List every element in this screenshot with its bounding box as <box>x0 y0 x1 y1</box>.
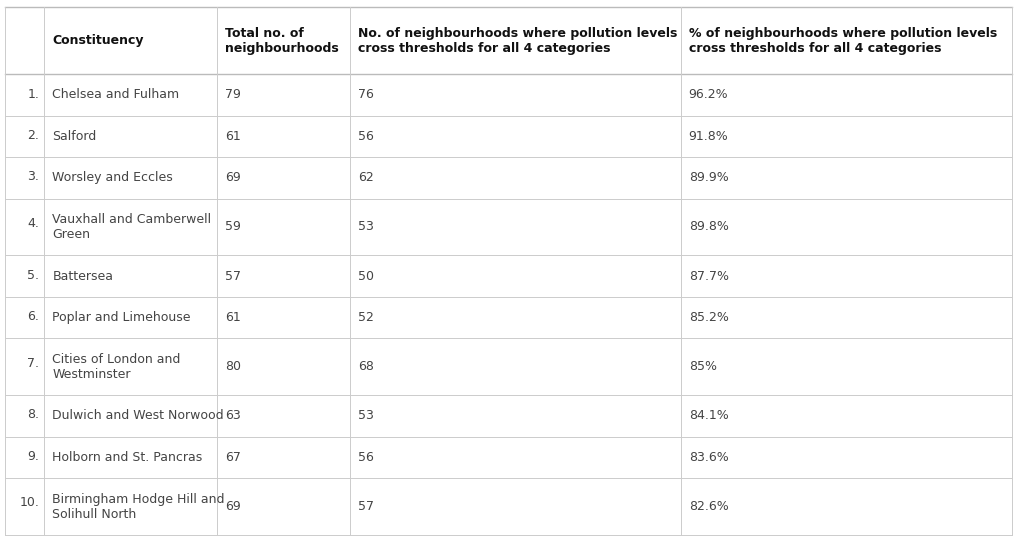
Text: 87.7%: 87.7% <box>688 269 728 283</box>
Text: 82.6%: 82.6% <box>688 500 728 513</box>
Text: % of neighbourhoods where pollution levels
cross thresholds for all 4 categories: % of neighbourhoods where pollution leve… <box>688 27 996 55</box>
Text: 57: 57 <box>358 500 374 513</box>
Text: 61: 61 <box>225 311 240 324</box>
Text: 69: 69 <box>225 171 240 184</box>
Text: 2.: 2. <box>28 129 40 142</box>
Text: 79: 79 <box>225 89 242 102</box>
Text: 3.: 3. <box>28 170 40 183</box>
Text: 61: 61 <box>225 130 240 143</box>
Text: 96.2%: 96.2% <box>688 89 728 102</box>
Text: Poplar and Limehouse: Poplar and Limehouse <box>52 311 191 324</box>
Text: Birmingham Hodge Hill and
Solihull North: Birmingham Hodge Hill and Solihull North <box>52 492 224 520</box>
Text: 56: 56 <box>358 130 374 143</box>
Text: 5.: 5. <box>28 269 40 282</box>
Text: 84.1%: 84.1% <box>688 410 728 423</box>
Text: No. of neighbourhoods where pollution levels
cross thresholds for all 4 categori: No. of neighbourhoods where pollution le… <box>358 27 677 55</box>
Text: 89.8%: 89.8% <box>688 221 728 234</box>
Text: Holborn and St. Pancras: Holborn and St. Pancras <box>52 451 203 464</box>
Text: 68: 68 <box>358 360 374 373</box>
Text: 52: 52 <box>358 311 374 324</box>
Text: Dulwich and West Norwood: Dulwich and West Norwood <box>52 410 224 423</box>
Text: 63: 63 <box>225 410 240 423</box>
Text: 53: 53 <box>358 221 374 234</box>
Text: 80: 80 <box>225 360 242 373</box>
Text: 50: 50 <box>358 269 374 283</box>
Text: 91.8%: 91.8% <box>688 130 728 143</box>
Text: Cities of London and
Westminster: Cities of London and Westminster <box>52 353 180 381</box>
Text: 59: 59 <box>225 221 242 234</box>
Text: 8.: 8. <box>28 408 40 421</box>
Text: 83.6%: 83.6% <box>688 451 728 464</box>
Text: 53: 53 <box>358 410 374 423</box>
Text: Salford: Salford <box>52 130 97 143</box>
Text: 6.: 6. <box>28 310 40 323</box>
Text: 57: 57 <box>225 269 242 283</box>
Text: 62: 62 <box>358 171 374 184</box>
Text: 4.: 4. <box>28 217 40 230</box>
Text: 69: 69 <box>225 500 240 513</box>
Text: Chelsea and Fulham: Chelsea and Fulham <box>52 89 179 102</box>
Text: Battersea: Battersea <box>52 269 113 283</box>
Text: 56: 56 <box>358 451 374 464</box>
Text: 67: 67 <box>225 451 242 464</box>
Text: 85.2%: 85.2% <box>688 311 728 324</box>
Text: Total no. of
neighbourhoods: Total no. of neighbourhoods <box>225 27 339 55</box>
Text: Vauxhall and Camberwell
Green: Vauxhall and Camberwell Green <box>52 213 211 241</box>
Text: 89.9%: 89.9% <box>688 171 728 184</box>
Text: 7.: 7. <box>28 357 40 370</box>
Text: 85%: 85% <box>688 360 716 373</box>
Text: 1.: 1. <box>28 88 40 101</box>
Text: 9.: 9. <box>28 450 40 463</box>
Text: Worsley and Eccles: Worsley and Eccles <box>52 171 173 184</box>
Text: 76: 76 <box>358 89 374 102</box>
Text: 10.: 10. <box>19 496 40 509</box>
Text: Constituency: Constituency <box>52 34 144 47</box>
